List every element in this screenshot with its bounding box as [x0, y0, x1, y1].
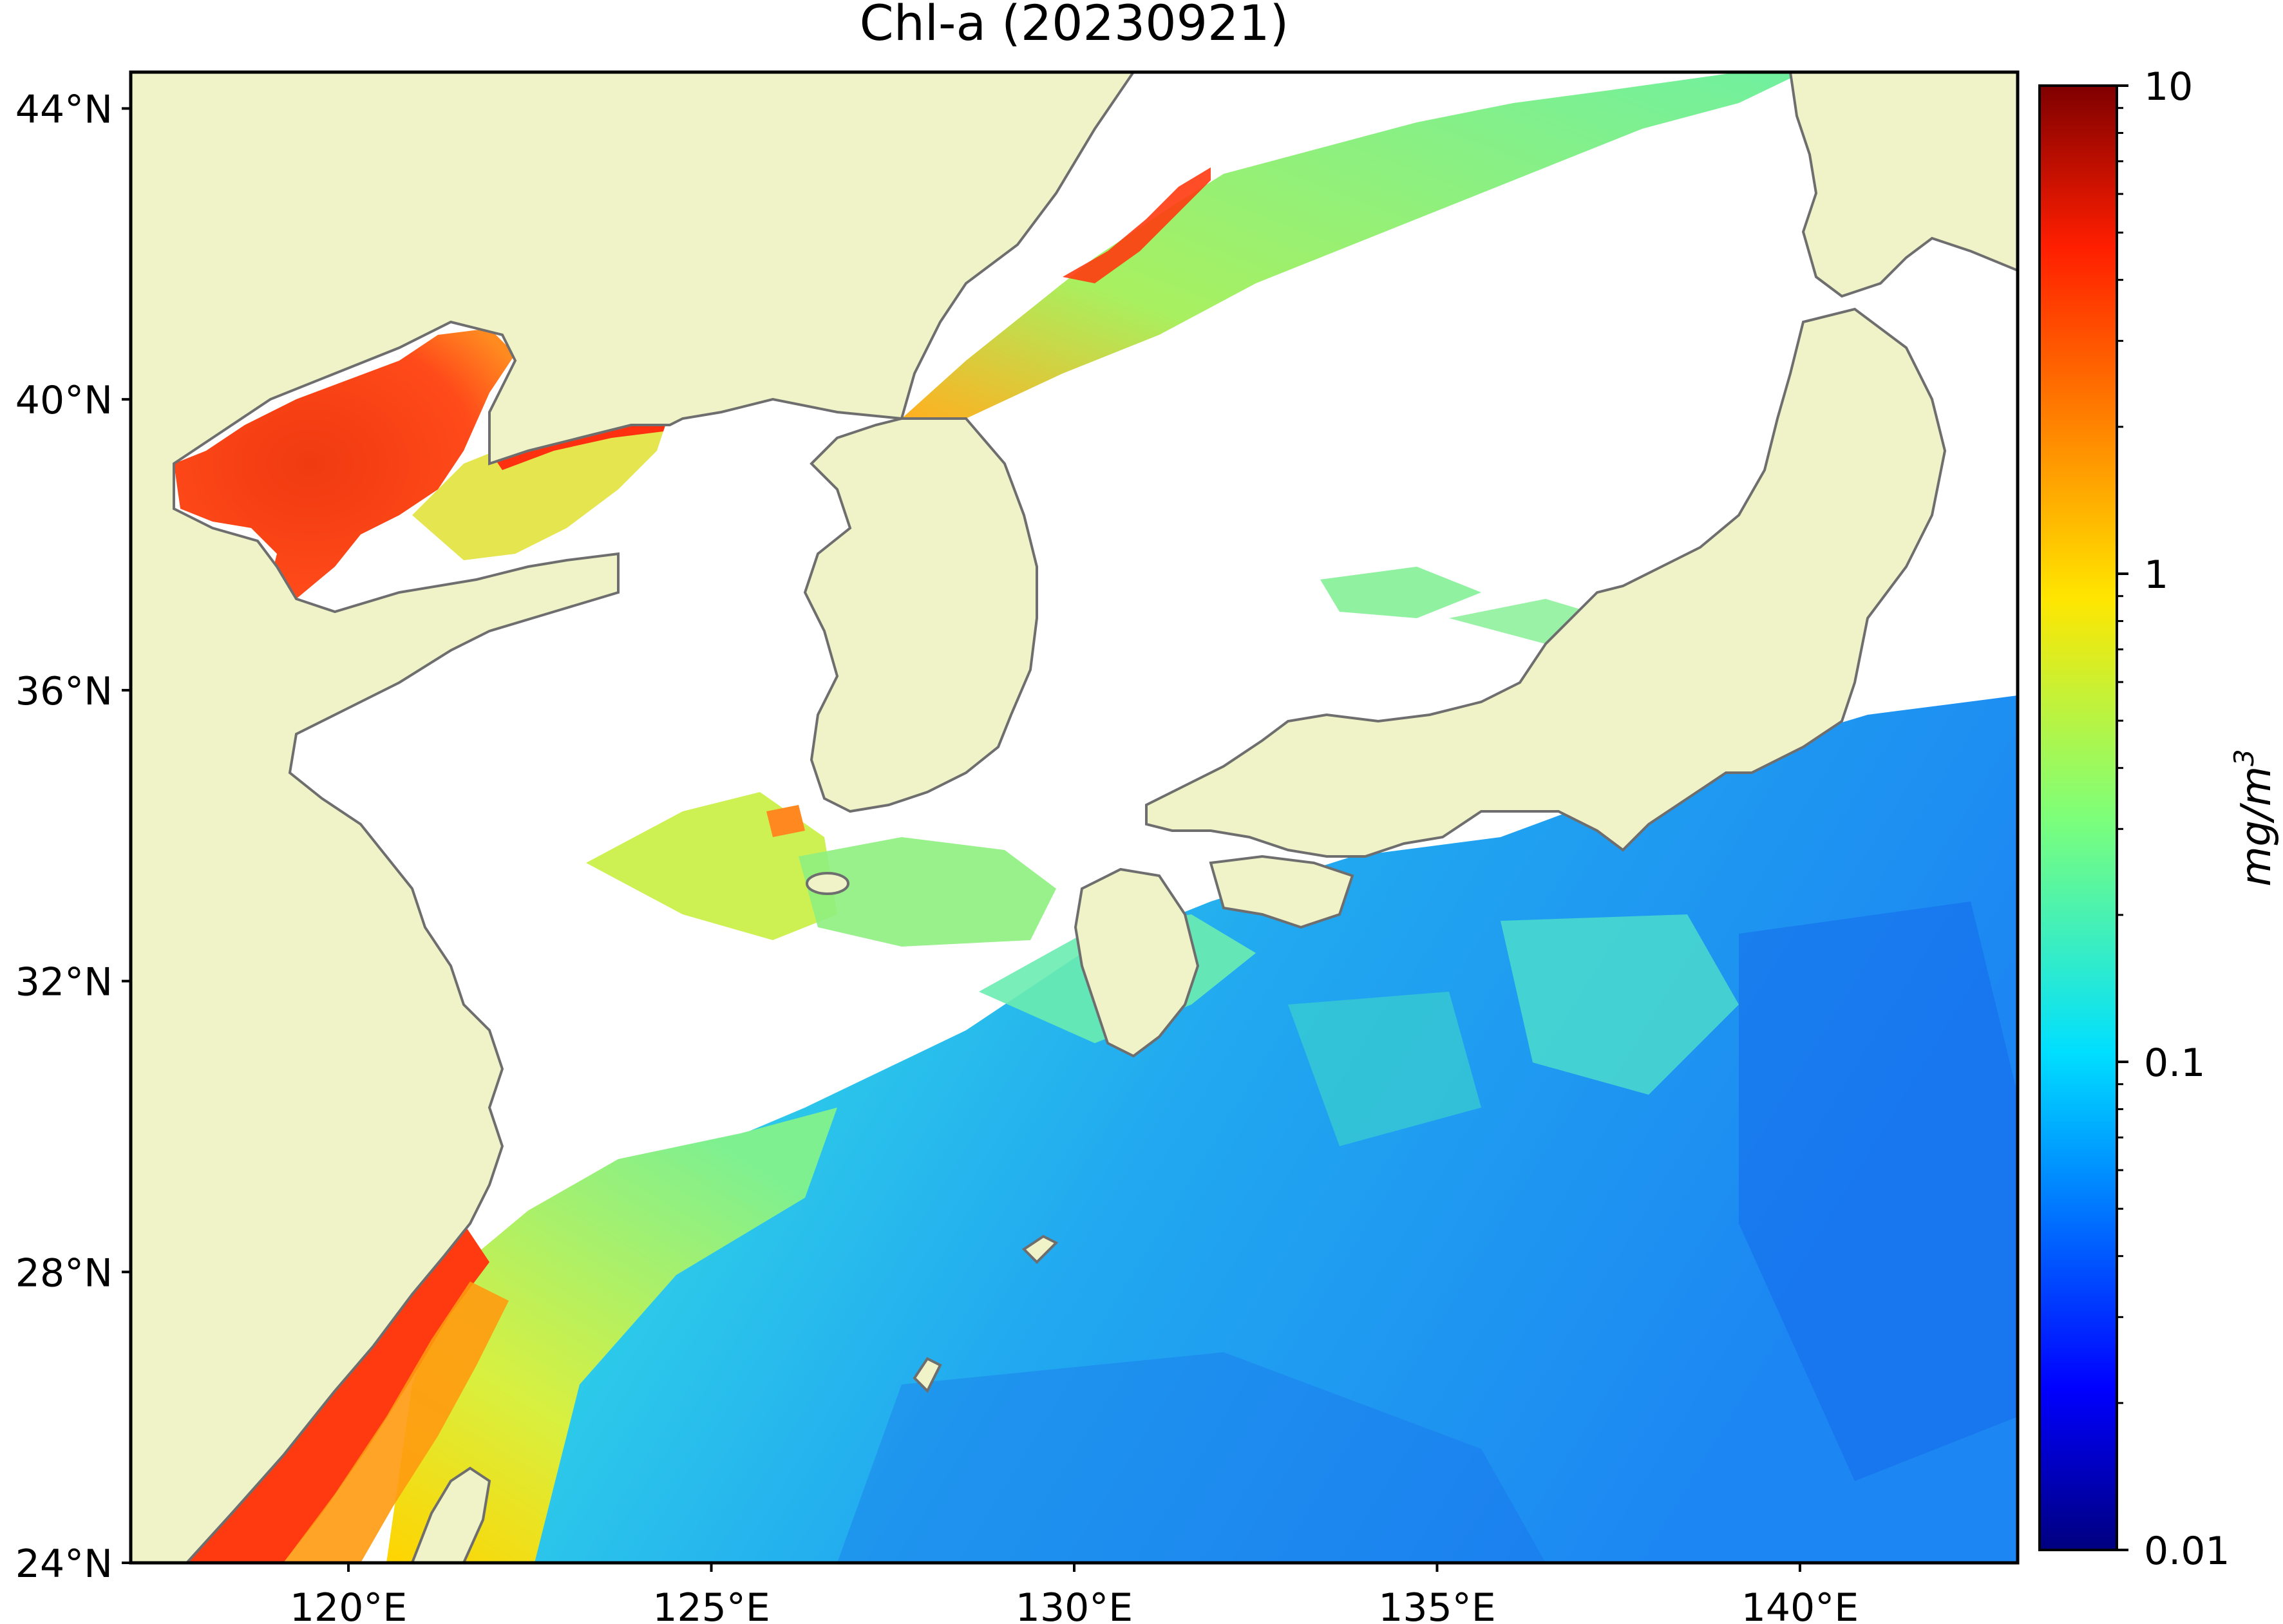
korea-northeast-red-coast: [1063, 167, 1211, 283]
china-coastal-orange-band: [283, 1281, 509, 1563]
figure-title: Chl-a (20230921): [860, 0, 1289, 52]
korean-peninsula: [803, 417, 1038, 813]
lon-tick-label: 125°E: [652, 1585, 770, 1624]
bohai-sea-chl: [174, 328, 515, 599]
lat-tick-label: 28°N: [15, 1251, 113, 1296]
okinawa-island: [913, 1357, 942, 1393]
jeju-island: [806, 872, 849, 895]
map-panel: [131, 72, 2018, 1563]
colorbar-tick-label: 1: [2144, 552, 2168, 598]
colorbar-tick-label: 0.1: [2144, 1041, 2205, 1086]
kyushu: [1074, 867, 1200, 1058]
colorbar-ticks: 10 1 0.1 0.01: [2117, 64, 2230, 1574]
taiwan: [410, 1466, 491, 1563]
colorbar: 10 1 0.1 0.01 mg/m3: [2038, 64, 2280, 1574]
jeju-strait-chl: [799, 837, 1056, 947]
lat-tick-label: 40°N: [15, 378, 113, 423]
lat-tick-label: 36°N: [15, 669, 113, 714]
bohai-east-gradient: [412, 412, 670, 560]
shelf-front-chl: [386, 1108, 837, 1563]
ocean-deep-blue-patch: [1739, 902, 2018, 1481]
amami-island: [1021, 1234, 1059, 1264]
lat-tick-label: 24°N: [15, 1542, 113, 1587]
lon-tick-label: 130°E: [1016, 1585, 1133, 1624]
lon-tick-label: 135°E: [1378, 1585, 1495, 1624]
colorbar-gradient: [2038, 84, 2118, 1551]
lat-tick-label: 44°N: [15, 87, 113, 132]
colorbar-unit-superscript: 3: [2228, 749, 2260, 766]
sea-of-japan-scatter: [1320, 567, 1481, 618]
shikoku: [1209, 854, 1354, 929]
colorbar-unit-base: mg/m: [2233, 766, 2280, 887]
longitude-axis: 120°E 125°E 130°E 135°E 140°E: [290, 1563, 1859, 1624]
hokkaido: [1788, 72, 2018, 298]
sea-of-japan-north-chl: [902, 72, 1803, 419]
colorbar-tick-label: 0.01: [2144, 1529, 2230, 1574]
ocean-deep-blue-patch-2: [837, 1352, 1546, 1563]
lon-tick-label: 140°E: [1741, 1585, 1859, 1624]
lat-tick-label: 32°N: [15, 960, 113, 1005]
latitude-axis: 44°N 40°N 36°N 32°N 28°N 24°N: [15, 87, 131, 1587]
near-korea-orange: [766, 805, 805, 837]
ocean-green-patch: [1501, 914, 1739, 1095]
ocean-green-patch-2: [1288, 992, 1481, 1146]
colorbar-unit-label: mg/m3: [2228, 749, 2280, 887]
china-mainland: [131, 72, 1135, 1563]
honshu: [1145, 307, 1947, 858]
lon-tick-label: 120°E: [290, 1585, 407, 1624]
colorbar-tick-label: 10: [2144, 64, 2193, 109]
open-ocean-chl: [489, 695, 2018, 1563]
land-masses: [131, 72, 2018, 1563]
